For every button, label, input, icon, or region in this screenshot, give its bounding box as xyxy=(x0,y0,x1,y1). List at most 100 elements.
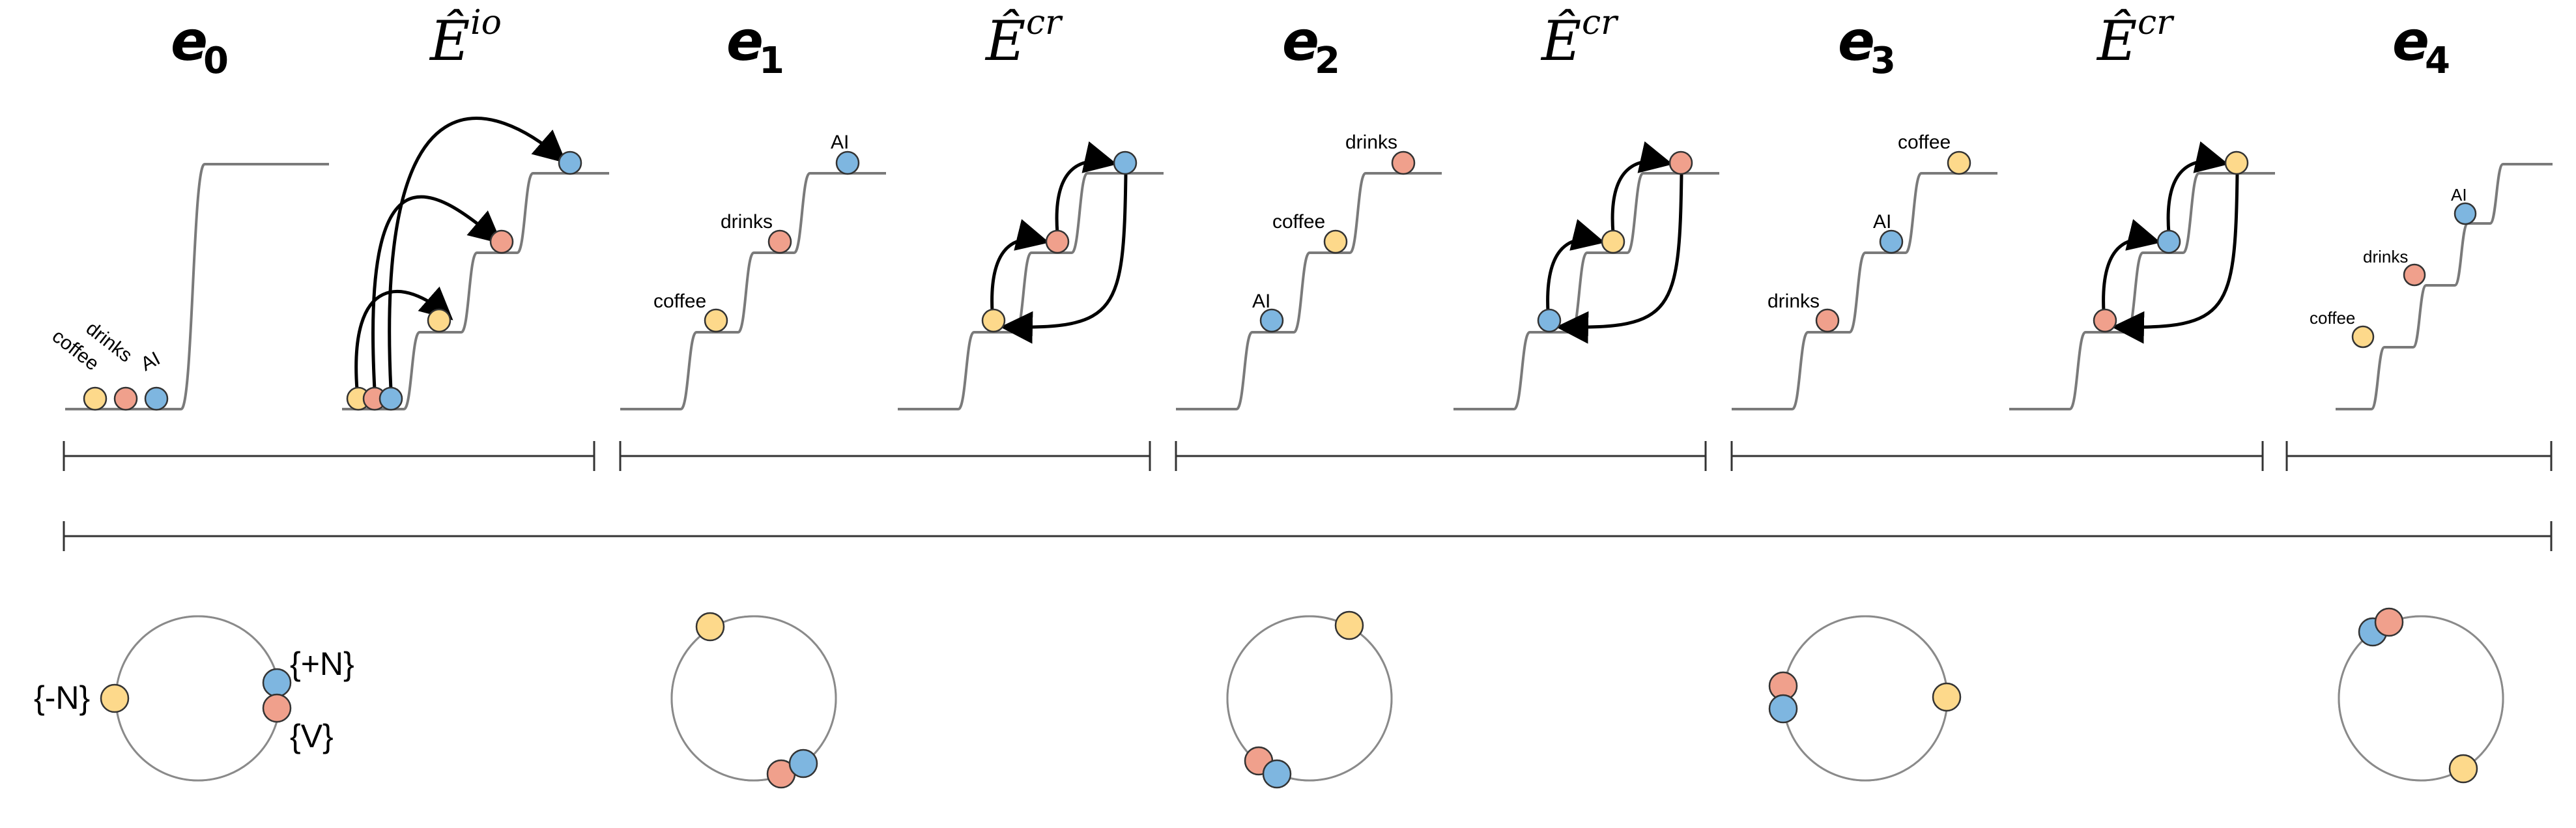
circle-dot-e0-drinks xyxy=(262,693,292,723)
dot-Ecr1-high xyxy=(1113,150,1138,175)
dot-e0-drinks xyxy=(113,386,138,411)
label-e1-coffee: coffee xyxy=(653,291,706,312)
dot-Ecr3-low xyxy=(2093,308,2117,333)
title-e2-main: e xyxy=(1282,9,1319,73)
circle-e0: {-N} {+N} {V} xyxy=(34,615,354,782)
transition-arrows xyxy=(354,117,2239,390)
title-Ecr3: Ê cr xyxy=(2096,3,2175,73)
circle-dot-e1-AI xyxy=(788,749,818,778)
dot-e1-AI xyxy=(835,150,860,175)
title-e3-sub: 3 xyxy=(1870,40,1896,82)
title-e0: e 0 xyxy=(171,9,229,82)
arrow-Ecr3-up2 xyxy=(2166,141,2229,234)
arrow-Ecr3-down xyxy=(2111,174,2239,344)
title-e3: e 3 xyxy=(1838,9,1896,82)
stair-labels: coffee drinks AI coffee drinks AI AI cof… xyxy=(48,132,2467,375)
arrow-Eio-drinks xyxy=(371,195,502,390)
title-Eio: Ê io xyxy=(429,3,502,73)
stair-e1 xyxy=(620,172,886,410)
arrow-Ecr1-down xyxy=(1000,174,1128,344)
title-Ecr1: Ê cr xyxy=(984,3,1063,73)
circle-dot-e2-AI xyxy=(1262,759,1292,789)
title-e1-sub: 1 xyxy=(759,40,784,82)
label-e4-AI: AI xyxy=(2451,185,2467,205)
dot-e0-AI xyxy=(144,386,169,411)
title-e0-sub: 0 xyxy=(203,40,229,82)
label-pos-n: {+N} xyxy=(290,646,354,682)
dot-Ecr1-mid xyxy=(1045,229,1070,254)
label-e4-drinks: drinks xyxy=(2363,247,2408,266)
dot-e2-drinks xyxy=(1391,150,1416,175)
title-e1: e 1 xyxy=(726,9,784,82)
dot-Eio-AI xyxy=(558,150,582,175)
circle-dot-e1-coffee xyxy=(695,612,725,642)
dot-Eio-coffee xyxy=(427,308,451,333)
circle-e1 xyxy=(670,612,837,789)
label-e3-AI: AI xyxy=(1873,211,1891,233)
circle-e4 xyxy=(2338,607,2504,784)
label-e3-coffee: coffee xyxy=(1898,132,1951,153)
circle-dot-e4-drinks xyxy=(2374,607,2404,637)
stair-dots xyxy=(83,150,2477,411)
circle-dot-e4-coffee xyxy=(2448,754,2478,784)
label-e4-coffee: coffee xyxy=(2310,308,2355,328)
title-Ecr2-main: Ê xyxy=(1540,9,1581,73)
label-e0-AI: AI xyxy=(137,348,164,375)
arrow-Ecr1-up2 xyxy=(1055,141,1117,234)
title-e1-main: e xyxy=(726,9,764,73)
title-e3-main: e xyxy=(1838,9,1875,73)
circle-dot-e2-coffee xyxy=(1334,610,1364,640)
label-e1-AI: AI xyxy=(831,132,849,153)
arrow-Eio-AI xyxy=(388,117,567,390)
title-Ecr1-main: Ê xyxy=(984,9,1025,73)
dot-Ecr2-low xyxy=(1537,308,1562,333)
arrow-Ecr2-down xyxy=(1556,174,1683,344)
dot-e2-coffee xyxy=(1323,229,1348,254)
dot-Eio-drinks xyxy=(489,229,514,254)
dot-e0-coffee xyxy=(83,386,107,411)
dot-e4-drinks xyxy=(2403,263,2426,287)
title-Ecr1-sup: cr xyxy=(1026,3,1063,42)
stair-Ecr2 xyxy=(1453,172,1719,410)
title-Ecr2: Ê cr xyxy=(1540,3,1619,73)
dot-Ecr3-mid xyxy=(2156,229,2181,254)
label-v: {V} xyxy=(290,718,334,754)
title-Eio-sup: io xyxy=(470,3,502,42)
title-Ecr3-main: Ê xyxy=(2096,9,2137,73)
dot-Ecr1-low xyxy=(981,308,1006,333)
dot-Ecr3-high xyxy=(2224,150,2249,175)
bar-segment-3 xyxy=(1175,441,1707,471)
dot-e3-AI xyxy=(1879,229,1904,254)
circle-dot-e0-coffee xyxy=(100,683,130,713)
dot-e2-AI xyxy=(1259,308,1284,333)
circle-e2 xyxy=(1226,610,1393,789)
arrow-Ecr2-up2 xyxy=(1610,141,1673,234)
stair-e2 xyxy=(1176,172,1442,410)
arrow-Eio-coffee xyxy=(354,286,453,390)
label-neg-n: {-N} xyxy=(34,679,90,716)
arrow-Ecr2-up1 xyxy=(1546,219,1605,312)
arrow-Ecr3-up1 xyxy=(2102,219,2161,312)
bar-full xyxy=(63,521,2553,551)
label-e2-AI: AI xyxy=(1252,291,1270,312)
bar-segment-4 xyxy=(1730,441,2264,471)
title-e0-main: e xyxy=(171,9,208,73)
title-e4-sub: 4 xyxy=(2425,40,2450,82)
title-Ecr3-sup: cr xyxy=(2138,3,2175,42)
dot-Ecr2-high xyxy=(1668,150,1693,175)
label-e1-drinks: drinks xyxy=(721,211,773,233)
stair-e0 xyxy=(65,163,329,410)
stair-Ecr1 xyxy=(898,172,1164,410)
dot-Ecr2-mid xyxy=(1601,229,1625,254)
bar-segment-1 xyxy=(63,441,595,471)
circle-e3 xyxy=(1768,615,1962,782)
circle-dot-e3-AI xyxy=(1768,694,1798,724)
panel-titles: e 0 Ê io e 1 Ê cr e 2 Ê cr e 3 Ê cr xyxy=(171,3,2450,82)
dot-e1-coffee xyxy=(704,308,728,333)
staircases xyxy=(65,163,2553,410)
title-Eio-main: Ê xyxy=(429,9,470,73)
label-e2-coffee: coffee xyxy=(1272,211,1325,233)
stair-e4 xyxy=(2336,163,2553,410)
dot-e4-coffee xyxy=(2351,325,2375,349)
stair-e3 xyxy=(1732,172,1997,410)
